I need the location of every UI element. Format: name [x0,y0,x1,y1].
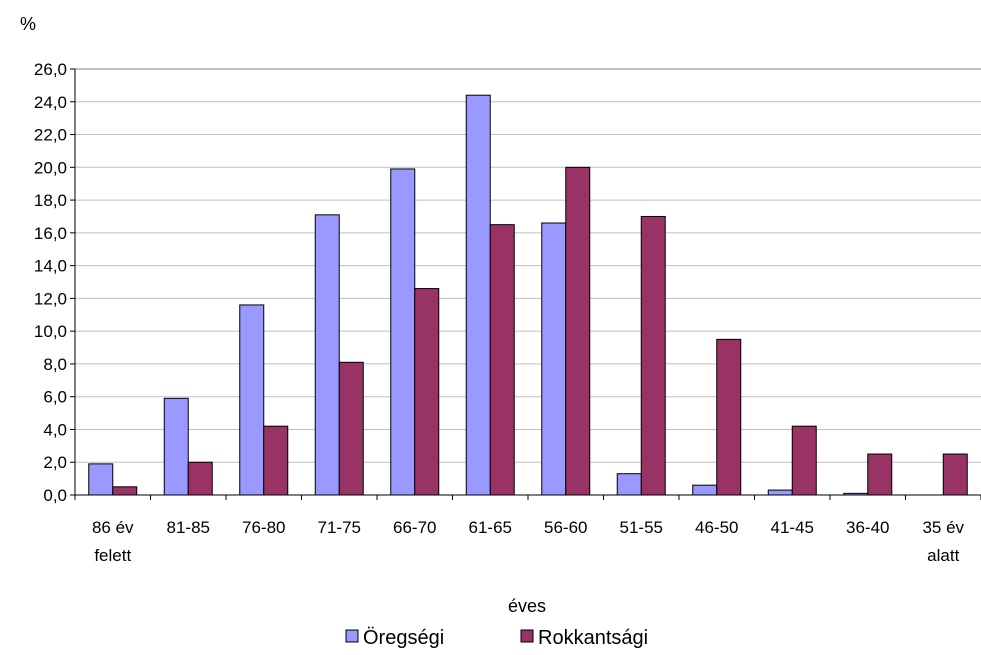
y-tick-label: 10,0 [34,322,67,341]
bar-rokkantsagi [263,425,289,496]
y-tick-label: 14,0 [34,257,67,276]
bar-oregsegi [390,168,416,496]
x-tick-label: 66-70 [393,518,436,537]
y-tick-label: 0,0 [43,486,67,505]
x-tick-label: 76-80 [242,518,285,537]
y-tick-label: 26,0 [34,60,67,79]
legend-label: Rokkantsági [538,627,648,649]
x-tick-labels: 86 év felett 81-85 76-80 71-75 66-70 61-65 56-6… [92,518,965,565]
bar-rokkantsagi [338,361,364,496]
bar-rokkantsagi [867,453,893,496]
y-tick-label: 8,0 [43,355,67,374]
y-tick-label: 24,0 [34,93,67,112]
x-tick-label: alatt [927,546,959,565]
bar-oregsegi [465,94,491,496]
bar-rokkantsagi [489,224,515,496]
bar-rokkantsagi [942,453,968,496]
x-tick-label: 51-55 [620,518,663,537]
axes [74,69,981,500]
gridlines [75,68,981,463]
x-tick-label: 35 év [922,518,964,537]
bar-oregsegi [541,222,567,496]
bar-oregsegi [616,473,642,496]
bar-oregsegi [767,489,793,496]
x-tick-label: 41-45 [771,518,814,537]
y-tick-label: 4,0 [43,420,67,439]
y-tick-label: 12,0 [34,289,67,308]
bar-oregsegi [163,397,189,496]
x-tick-label: 86 év [92,518,134,537]
x-axis-title: éves [508,596,546,616]
bar-rokkantsagi [640,215,666,496]
bar-oregsegi [314,214,340,496]
y-tick-label: 6,0 [43,388,67,407]
legend-label: Öregségi [363,627,444,649]
bar-oregsegi [692,484,718,496]
bar-oregsegi [239,304,265,496]
legend-swatch [345,629,359,643]
legend: Öregségi Rokkantsági [345,627,648,649]
x-tick-label: 46-50 [695,518,738,537]
x-tick-label: felett [94,546,131,565]
bar-rokkantsagi [565,166,591,496]
x-tick-label: 71-75 [318,518,361,537]
bar-rokkantsagi [791,425,817,496]
y-tick-label: 16,0 [34,224,67,243]
bar-rokkantsagi [414,288,440,496]
legend-swatch [520,629,534,643]
y-tick-label: 22,0 [34,126,67,145]
y-tick-label: 18,0 [34,191,67,210]
bar-rokkantsagi [187,461,213,496]
x-tick-label: 81-85 [167,518,210,537]
y-tick-label: 2,0 [43,453,67,472]
bar-rokkantsagi [716,338,742,496]
bars [88,94,968,496]
x-tick-label: 36-40 [846,518,889,537]
x-tick-label: 61-65 [469,518,512,537]
x-tick-label: 56-60 [544,518,587,537]
y-tick-label: 20,0 [34,158,67,177]
y-axis-title: % [20,14,36,34]
bar-rokkantsagi [112,486,138,496]
y-tick-labels: 0,0 2,0 4,0 6,0 8,0 10,0 12,0 14,0 16,0 18,0 20,0 2… [34,60,75,505]
bar-oregsegi [88,463,114,496]
